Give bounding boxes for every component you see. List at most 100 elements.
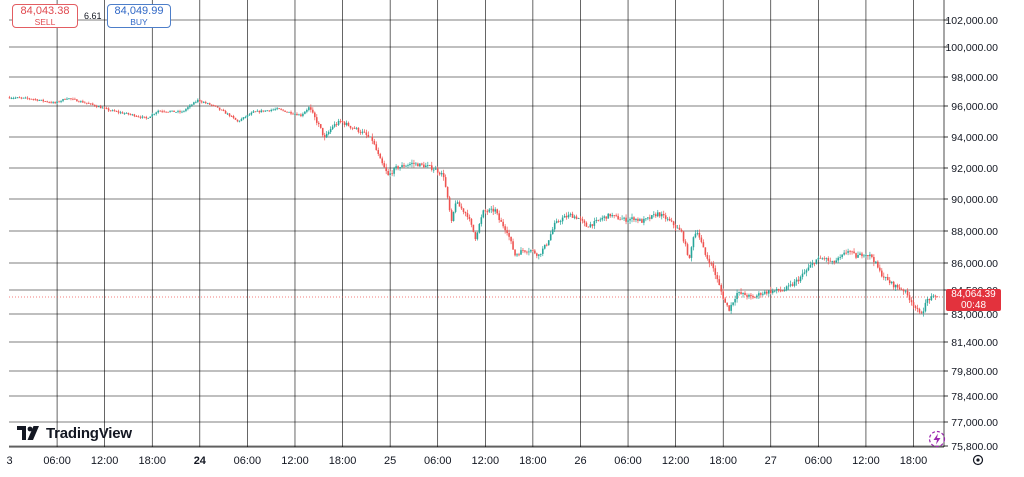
candle-body (397, 166, 399, 169)
candle-body (908, 295, 911, 301)
candle-body (333, 124, 336, 127)
y-tick-label: 83,000.00 (951, 309, 998, 321)
candle-body (113, 110, 116, 112)
candle-body (36, 99, 39, 101)
candle-body (839, 256, 841, 258)
candle-body (474, 231, 477, 240)
buy-button[interactable]: 84,049.99 BUY (107, 4, 171, 28)
candle-body (869, 254, 871, 257)
candle-body (906, 290, 909, 296)
candle-body (557, 221, 560, 222)
candle-body (631, 217, 633, 219)
candle-body (884, 276, 887, 278)
candle-body (149, 116, 152, 118)
candle-body (516, 254, 518, 256)
y-tick-label: 96,000.00 (951, 101, 998, 113)
candle-body (801, 273, 804, 277)
candle-body (936, 296, 939, 298)
candle-body (145, 117, 148, 119)
candle-body (742, 292, 744, 294)
candle-body (932, 295, 935, 297)
candle-body (240, 118, 243, 121)
candle-body (553, 222, 556, 230)
candle-body (238, 120, 241, 122)
candle-body (807, 267, 810, 271)
candle-body (76, 99, 78, 102)
candle-body (84, 102, 86, 104)
candle-body (613, 215, 615, 216)
candlestick-series (8, 95, 939, 317)
candle-body (692, 237, 695, 248)
candle-body (181, 111, 183, 113)
candle-body (775, 288, 778, 291)
candle-body (615, 215, 617, 216)
lightning-icon[interactable] (928, 430, 946, 448)
candle-body (230, 115, 233, 117)
candle-body (579, 218, 582, 220)
buy-price: 84,049.99 (114, 5, 164, 17)
candle-body (886, 276, 889, 281)
x-tick-label: 18:00 (138, 455, 166, 467)
candle-body (335, 124, 338, 125)
candle-body (220, 109, 223, 111)
candle-body (395, 166, 397, 169)
candle-body (18, 97, 21, 99)
candle-body (131, 114, 134, 116)
candle-body (538, 254, 540, 256)
candle-body (454, 203, 457, 212)
candle-body (871, 254, 873, 258)
candle-body (248, 114, 251, 116)
candle-body (666, 218, 669, 220)
candle-body (42, 99, 45, 102)
x-tick-label: 24 (194, 455, 207, 467)
candle-body (543, 244, 546, 249)
candle-body (252, 111, 255, 113)
spread-value: 6.61 (84, 11, 102, 21)
candle-body (882, 276, 885, 278)
candle-body (258, 110, 261, 113)
candle-body (415, 163, 417, 165)
candle-body (845, 252, 847, 254)
candle-body (894, 284, 897, 288)
candle-body (38, 100, 41, 101)
candle-body (599, 219, 602, 221)
candle-body (365, 132, 368, 135)
candle-body (861, 253, 863, 257)
x-tick-label: 06:00 (234, 455, 262, 467)
x-tick-label: 12:00 (91, 455, 119, 467)
candle-body (672, 221, 675, 226)
candle-body (629, 218, 631, 221)
candle-body (547, 240, 550, 246)
candle-body (458, 202, 461, 207)
current-price-tag: 84,064.39 00:48 (946, 289, 1001, 311)
time-axis[interactable]: 3 06:00 12:00 18:00 24 06:00 12:00 18:00 25 06:00… (6, 446, 944, 467)
tradingview-logo[interactable]: TradingView (17, 423, 132, 443)
candle-body (155, 112, 158, 114)
sell-button[interactable]: 84,043.38 SELL (12, 4, 78, 28)
price-axis[interactable]: 102,000.00 100,000.00 98,000.00 96,000.00 94… (943, 0, 998, 453)
candle-body (877, 261, 879, 268)
candle-body (835, 260, 838, 263)
candle-body (284, 110, 286, 112)
candle-body (204, 102, 207, 104)
candle-body (762, 293, 764, 295)
candle-body (161, 110, 163, 112)
candle-body (496, 209, 498, 214)
settings-icon[interactable] (972, 454, 984, 466)
x-tick-label: 12:00 (852, 455, 880, 467)
candle-body (472, 224, 475, 232)
candle-body (294, 113, 296, 115)
candle-body (865, 255, 867, 256)
candle-body (290, 111, 292, 114)
candle-body (494, 209, 497, 212)
candle-body (66, 98, 68, 100)
x-tick-label: 06:00 (805, 455, 833, 467)
current-price-value: 84,064.39 (951, 289, 996, 300)
candle-body (226, 113, 229, 115)
candle-body (857, 254, 859, 258)
candle-body (789, 284, 792, 286)
candle-body (805, 270, 808, 273)
candle-body (611, 215, 613, 217)
candle-body (609, 213, 611, 217)
